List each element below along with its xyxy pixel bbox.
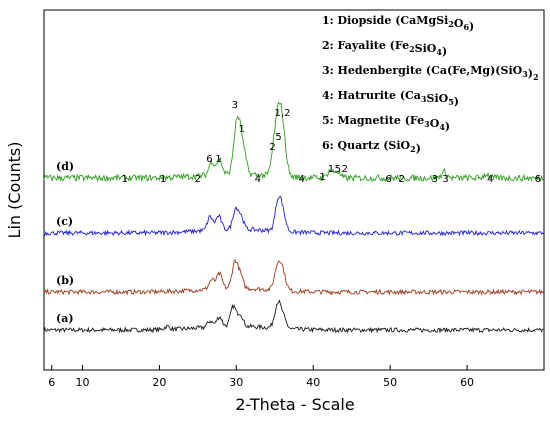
- peak-label: 1: [122, 174, 128, 185]
- series-label-b: (b): [56, 274, 74, 287]
- x-tick-label: 6: [48, 376, 55, 389]
- x-tick-label: 40: [306, 376, 320, 389]
- peak-label: 1: [160, 174, 166, 185]
- legend-entry: 3: Hedenbergite (Ca(Fe,Mg)(SiO3)2: [322, 64, 539, 82]
- peak-label: 5: [335, 164, 341, 175]
- x-tick-label: 10: [75, 376, 89, 389]
- peak-label: 3: [442, 174, 448, 185]
- peak-label: 6: [535, 174, 541, 185]
- series-line-d: [43, 101, 544, 183]
- legend-entry: 4: Hatrurite (Ca3SiO5): [322, 89, 459, 108]
- peak-label: 2: [342, 164, 348, 175]
- series-line-b: [43, 258, 544, 296]
- x-tick-label: 20: [152, 376, 166, 389]
- x-tick-label: 60: [460, 376, 474, 389]
- series-line-c: [43, 195, 544, 237]
- peak-label: 1: [319, 172, 325, 183]
- series-label-a: (a): [56, 312, 74, 325]
- peak-label: 1: [239, 124, 245, 135]
- series-group: [43, 101, 544, 334]
- series-label-c: (c): [56, 215, 73, 228]
- legend-entry: 1: Diopside (CaMgSi2O6): [322, 14, 474, 33]
- peak-label: 6: [385, 174, 391, 185]
- peak-label: 2: [399, 174, 405, 185]
- peak-label: 4: [487, 174, 493, 185]
- peak-label: 4: [299, 174, 305, 185]
- legend-entry: 2: Fayalite (Fe2SiO4): [322, 39, 447, 58]
- peak-label: 5: [275, 132, 281, 143]
- legend-entry: 5: Magnetite (Fe3O4): [322, 114, 450, 133]
- peak-label: 1: [328, 164, 334, 175]
- x-axis-ticks: 6 10 20 30 40 50 60: [48, 365, 474, 389]
- peak-label: 1,2: [275, 108, 291, 119]
- peak-label: 2: [195, 174, 201, 185]
- series-labels: (a) (b) (c) (d): [56, 160, 74, 325]
- x-tick-label: 50: [383, 376, 397, 389]
- peak-label: 2: [269, 142, 275, 153]
- series-line-a: [43, 299, 544, 334]
- x-axis-title: 2-Theta - Scale: [235, 395, 354, 414]
- series-label-d: (d): [56, 160, 74, 173]
- peak-label: 6: [206, 154, 212, 165]
- peak-label: 3: [432, 174, 438, 185]
- peak-label: 3: [232, 100, 238, 111]
- peak-label: 4: [255, 174, 261, 185]
- legend-entry: 6: Quartz (SiO2): [322, 139, 421, 155]
- x-tick-label: 30: [229, 376, 243, 389]
- plot-frame: [43, 9, 545, 371]
- y-axis-title: Lin (Counts): [5, 142, 24, 239]
- peak-label: 1: [215, 154, 221, 165]
- legend: 1: Diopside (CaMgSi2O6) 2: Fayalite (Fe2S…: [322, 14, 539, 155]
